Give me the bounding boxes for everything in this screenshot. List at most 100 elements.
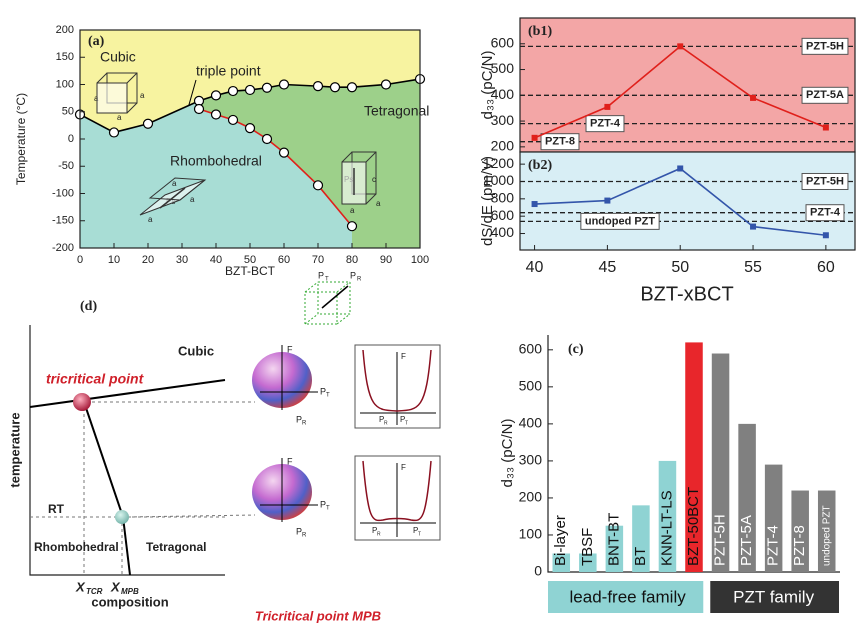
- bar: [791, 490, 809, 572]
- marker: [380, 79, 392, 90]
- boundary: [122, 516, 131, 576]
- x-tick-label: 40: [526, 259, 544, 276]
- x-tick-label: 100: [411, 254, 429, 266]
- reference-label: undoped PZT: [585, 215, 656, 227]
- marker: [278, 147, 290, 158]
- bar-label: PZT-4: [765, 525, 782, 566]
- reference-label-box: [801, 86, 849, 104]
- marker: [210, 90, 222, 101]
- bar: [632, 505, 650, 572]
- panel-label: (d): [80, 299, 97, 314]
- reference-label-box: [580, 212, 660, 230]
- panel-label: (a): [88, 34, 105, 49]
- reference-label: PZT-4: [590, 118, 621, 130]
- bar: [817, 490, 836, 572]
- label: P: [379, 415, 384, 424]
- bar: [738, 423, 756, 572]
- y-tick-label: -200: [52, 242, 74, 254]
- label: TCR: [86, 587, 103, 596]
- label: P: [296, 526, 302, 536]
- annotation-pointer: [188, 79, 197, 106]
- group-label: lead-free family: [570, 587, 687, 606]
- label: F: [287, 456, 293, 466]
- label: F: [287, 344, 293, 354]
- x-tick-label: 80: [346, 254, 358, 266]
- y-tick-label: 300: [491, 112, 515, 128]
- annotation: a: [117, 113, 122, 122]
- y-tick-label: 0: [68, 133, 74, 145]
- y-axis-label: d₃₃ (pC/N): [499, 419, 516, 488]
- boundary: [29, 379, 226, 408]
- y-tick-label: 200: [56, 24, 74, 36]
- label: P: [413, 526, 418, 535]
- y-tick-label: 0: [534, 563, 542, 579]
- marker: [227, 85, 239, 97]
- marker: [346, 221, 358, 232]
- marker: [329, 82, 341, 93]
- y-tick-label: 300: [519, 452, 543, 468]
- marker: [604, 197, 611, 204]
- y-tick-label: 1000: [483, 172, 514, 188]
- marker: [750, 94, 757, 101]
- x-tick-label: 90: [380, 254, 392, 266]
- label: P: [318, 270, 324, 280]
- marker: [244, 123, 256, 134]
- y-tick-label: 200: [491, 138, 515, 154]
- bar: [552, 553, 571, 572]
- panel-label: (c): [568, 342, 584, 357]
- label: F: [401, 352, 406, 361]
- arrow: [321, 285, 349, 309]
- marker: [677, 165, 684, 172]
- bar: [579, 553, 597, 572]
- panel-d: (d) Cubic tricritical point temperature …: [7, 270, 441, 623]
- marker: [227, 114, 239, 126]
- annotation: Tetragonal: [364, 103, 429, 119]
- label: T: [326, 393, 330, 399]
- label: F: [401, 463, 406, 472]
- y-tick-label: -150: [52, 215, 74, 227]
- y-tick-label: 600: [491, 34, 515, 50]
- reference-label: PZT-4: [810, 207, 841, 219]
- marker: [210, 109, 222, 120]
- x-tick-label: 55: [744, 259, 762, 276]
- label: composition: [91, 594, 168, 609]
- x-tick-label: 45: [598, 259, 616, 276]
- y-tick-label: 150: [56, 51, 74, 63]
- label: MPB: [121, 587, 139, 596]
- crystal-sketches: [96, 72, 377, 216]
- label: T: [418, 531, 421, 537]
- y-tick-label: 100: [519, 526, 543, 542]
- panel-label: (b2): [528, 158, 552, 173]
- y-axis-label: d₃₃ (pC/N): [479, 51, 496, 120]
- plot-background: [520, 18, 855, 152]
- label: P: [296, 414, 302, 424]
- reference-label-box: [540, 133, 580, 151]
- charts: 0 10 20 30 40 50 60 70 80 90 100 BZT-BCT Cubic triple…: [14, 17, 856, 613]
- bar-label: KNN-LT-LS: [658, 490, 675, 566]
- label: tricritical point: [46, 371, 145, 387]
- marker: [677, 43, 684, 50]
- bar-label: Bi-layer: [552, 515, 569, 566]
- annotation: Cubic: [100, 49, 136, 65]
- label: Rhombohedral: [34, 540, 119, 554]
- label: X: [75, 579, 86, 594]
- y-tick-label: 50: [62, 106, 74, 118]
- mpb-point: [115, 510, 129, 524]
- bar-label: BNT-BT: [605, 513, 622, 566]
- label: T: [405, 420, 408, 426]
- reference-label: PZT-8: [545, 136, 575, 148]
- annotation: a: [140, 91, 145, 100]
- marker: [312, 81, 324, 92]
- x-axis-label: BZT-BCT: [225, 264, 276, 278]
- label: R: [377, 531, 381, 537]
- label: R: [302, 533, 307, 539]
- marker: [346, 82, 358, 93]
- reference-label-box: [585, 115, 625, 133]
- x-tick-label: 20: [142, 254, 154, 266]
- reference-label: PZT-5H: [806, 40, 844, 52]
- y-tick-label: 600: [519, 341, 543, 357]
- label: T: [326, 506, 330, 512]
- marker: [261, 133, 273, 145]
- bar-label: PZT-8: [791, 525, 808, 566]
- bar-label: TBSF: [579, 528, 596, 566]
